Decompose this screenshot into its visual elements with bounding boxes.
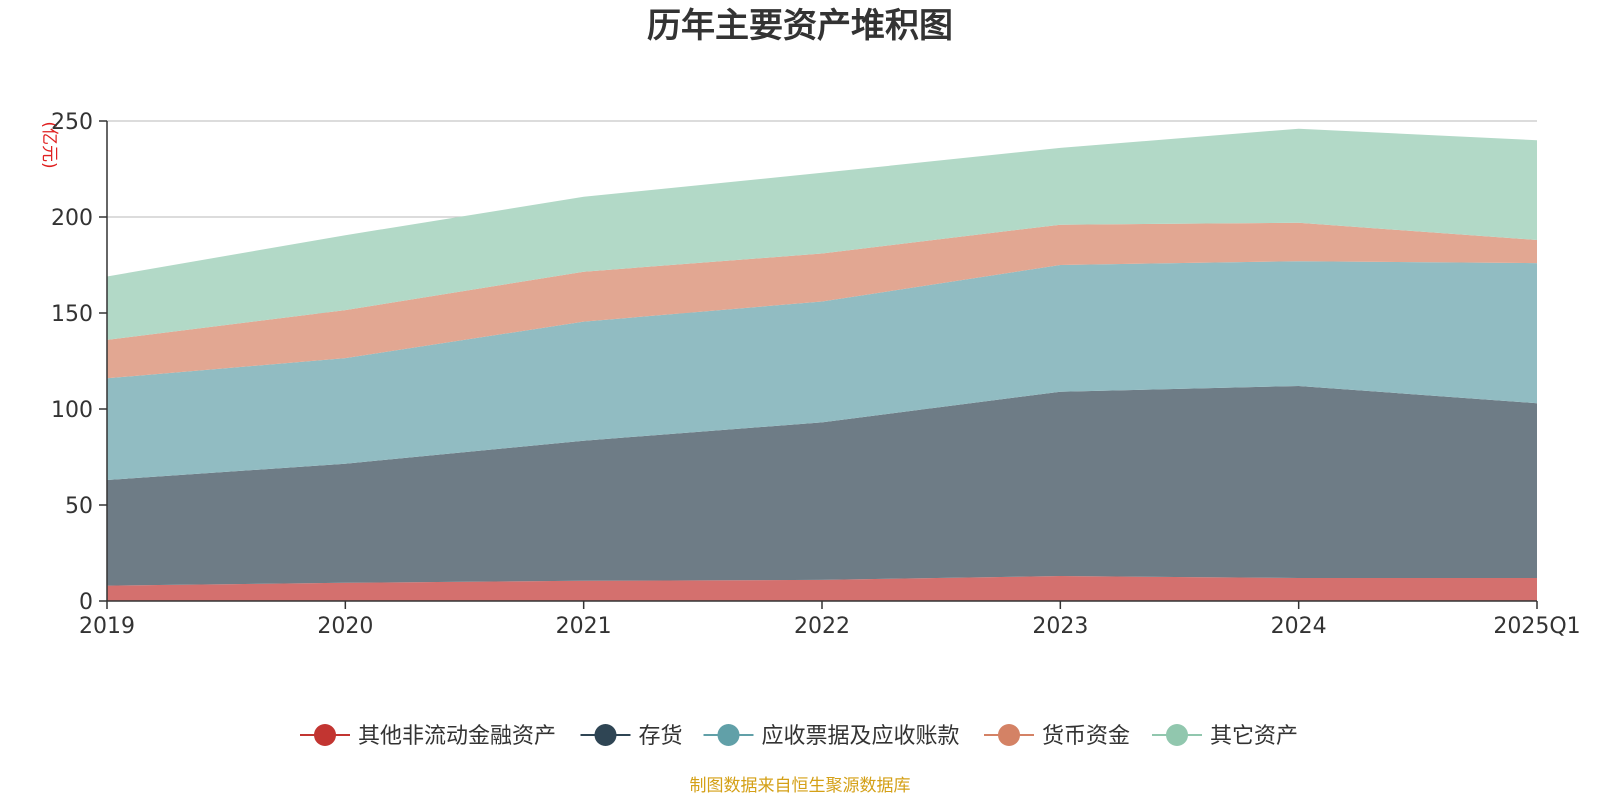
legend-item-1[interactable]: 存货: [580, 724, 683, 749]
legend-marker: [998, 724, 1020, 746]
legend-label: 其他非流动金融资产: [358, 724, 556, 749]
area-series: [107, 128, 1537, 601]
x-tick-label: 2021: [556, 614, 612, 639]
y-tick-label: 0: [79, 590, 93, 615]
area-series-3: [107, 222, 1537, 379]
legend-marker: [594, 724, 617, 746]
chart-title: 历年主要资产堆积图: [647, 6, 953, 46]
x-tick-label: 2020: [317, 614, 373, 639]
area-series-2: [107, 261, 1537, 480]
axes: 0 50 100 150 200 250 2019 2020 2021 2022 2023 2024 2…: [51, 110, 1581, 639]
area-series-4: [107, 128, 1537, 340]
x-tick-label: 2024: [1271, 614, 1327, 639]
x-tick-label: 2019: [79, 614, 135, 639]
area-series-1: [107, 386, 1537, 586]
data-source-note: 制图数据来自恒生聚源数据库: [690, 776, 911, 796]
legend[interactable]: 其他非流动金融资产 存货 应收票据及应收账款 货币资金 其它资产: [300, 724, 1298, 749]
legend-label: 其它资产: [1210, 724, 1298, 749]
legend-marker: [314, 724, 336, 746]
legend-item-4[interactable]: 其它资产: [1152, 724, 1298, 749]
legend-label: 货币资金: [1042, 724, 1130, 749]
y-axis-unit: (亿元): [39, 121, 59, 168]
legend-marker: [1166, 724, 1188, 746]
y-tick-label: 200: [51, 206, 93, 231]
legend-label: 存货: [639, 724, 683, 749]
y-tick-label: 250: [51, 110, 93, 135]
x-tick-label: 2022: [794, 614, 850, 639]
legend-item-0[interactable]: 其他非流动金融资产: [300, 724, 556, 749]
legend-item-3[interactable]: 货币资金: [984, 724, 1130, 749]
x-tick-label: 2025Q1: [1493, 614, 1580, 639]
area-series-0: [107, 576, 1537, 601]
legend-label: 应收票据及应收账款: [762, 724, 960, 749]
legend-item-2[interactable]: 应收票据及应收账款: [703, 724, 960, 749]
x-tick-label: 2023: [1032, 614, 1088, 639]
y-tick-label: 50: [65, 494, 93, 519]
y-tick-label: 150: [51, 302, 93, 327]
y-tick-label: 100: [51, 398, 93, 423]
legend-marker: [717, 724, 740, 746]
